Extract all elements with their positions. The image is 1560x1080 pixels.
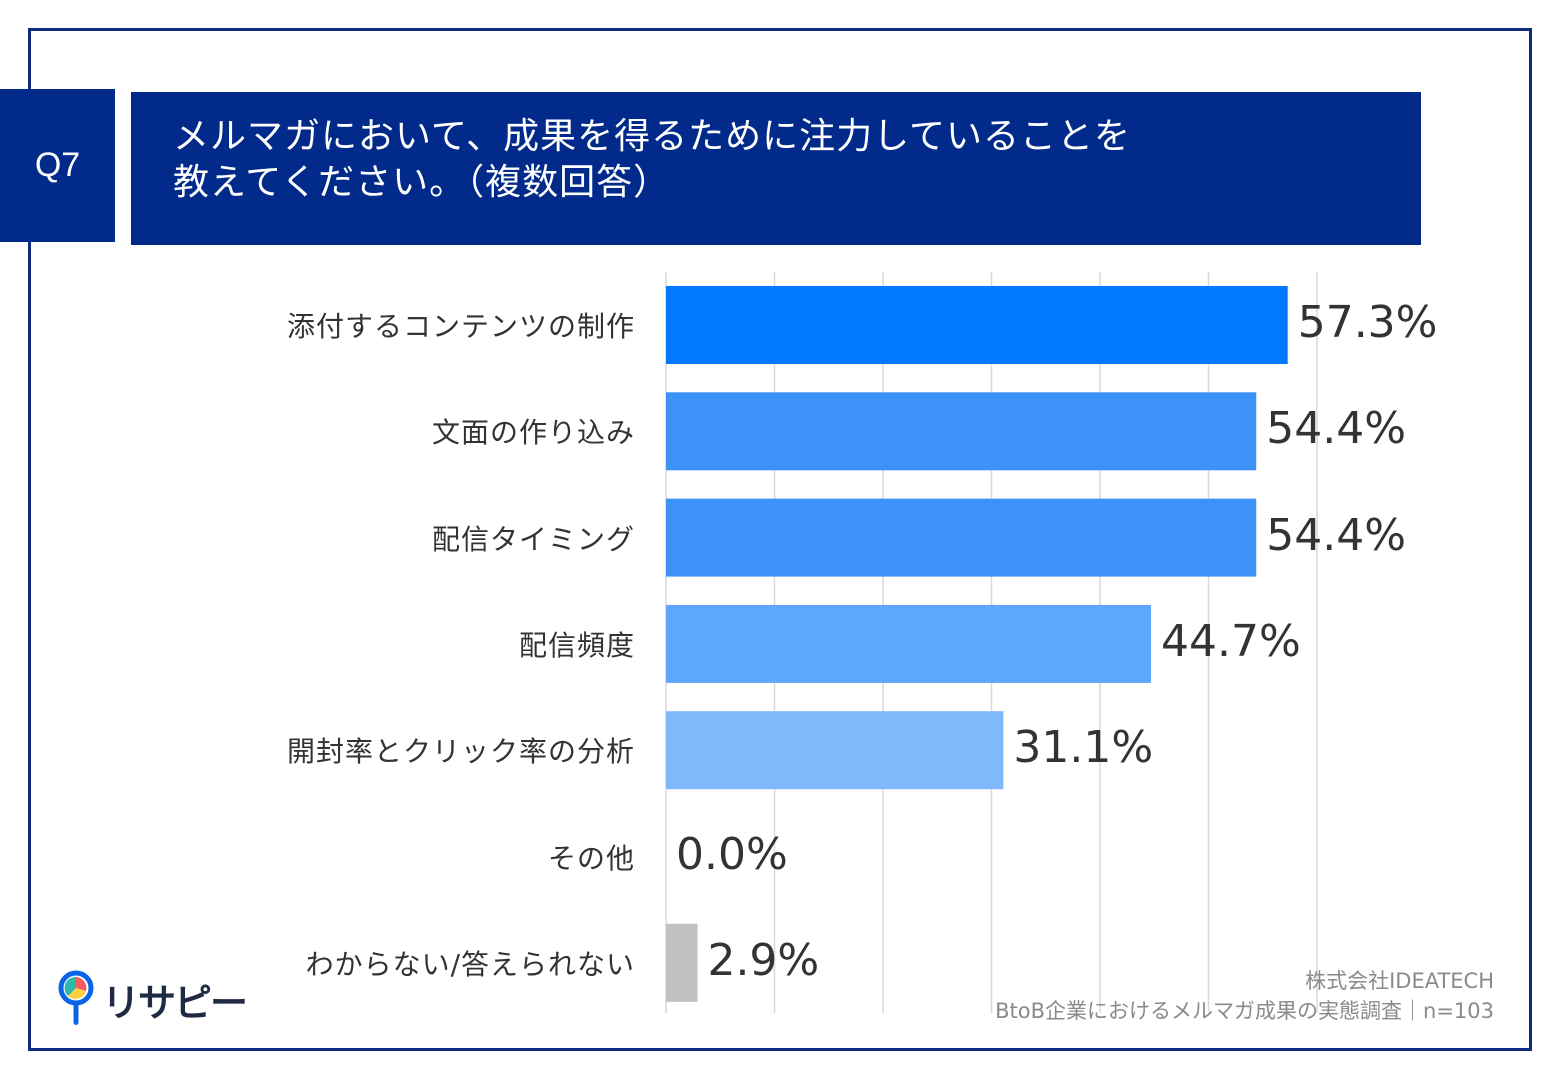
source-note: 株式会社IDEATECH BtoB企業におけるメルマガ成果の実態調査｜n=103 xyxy=(995,966,1494,1026)
category-label: 文面の作り込み xyxy=(431,416,635,450)
source-survey: BtoB企業におけるメルマガ成果の実態調査｜n=103 xyxy=(995,999,1494,1023)
question-badge: Q7 xyxy=(0,89,115,242)
bar xyxy=(666,711,1004,790)
data-label: 54.4% xyxy=(1266,509,1407,561)
bars xyxy=(666,286,1288,1002)
chart-frame xyxy=(28,28,1532,1051)
data-label: 57.3% xyxy=(1297,297,1438,348)
category-label: その他 xyxy=(547,841,635,875)
category-label: 配信タイミング xyxy=(431,522,635,556)
bar xyxy=(666,604,1151,683)
pin-icon xyxy=(58,970,94,1025)
data-label: 54.4% xyxy=(1266,403,1407,455)
category-label: 添付するコンテンツの制作 xyxy=(286,310,635,343)
bar xyxy=(666,286,1288,364)
bar xyxy=(666,923,698,1002)
data-label: 44.7% xyxy=(1160,615,1301,667)
bar xyxy=(666,392,1257,471)
data-label: 2.9% xyxy=(707,934,820,986)
question-title: メルマガにおいて、成果を得るために注力していることを 教えてください。（複数回答… xyxy=(131,92,1421,245)
category-label: わからない/答えられない xyxy=(305,947,635,981)
source-company: 株式会社IDEATECH xyxy=(1305,969,1494,993)
category-label: 配信頻度 xyxy=(518,628,635,662)
logo-text: リサピー xyxy=(102,980,248,1025)
question-title-line-1: メルマガにおいて、成果を得るために注力していることを xyxy=(173,116,1132,157)
question-title-line-2: 教えてください。（複数回答） xyxy=(173,162,671,203)
category-label: 開封率とクリック率の分析 xyxy=(286,735,635,769)
bar xyxy=(666,498,1257,577)
data-label: 0.0% xyxy=(676,828,788,880)
brand-logo: リサピー xyxy=(58,970,248,1028)
data-label: 31.1% xyxy=(1013,722,1154,774)
